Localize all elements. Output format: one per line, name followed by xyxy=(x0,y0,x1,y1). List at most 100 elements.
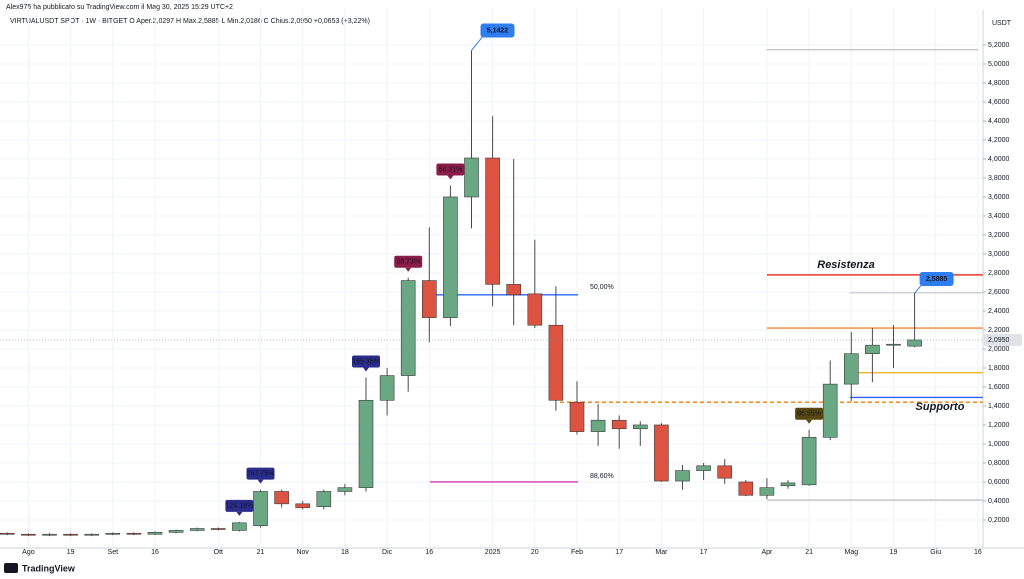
badge-pointer xyxy=(257,479,264,484)
last-price-label: 2,0950 xyxy=(988,337,1010,344)
candle-body xyxy=(738,481,754,496)
y-tick-label: 3,4000 xyxy=(988,213,1010,220)
x-tick-label: 17 xyxy=(615,549,623,556)
legend-line: VIRTUALUSDT SPOT · 1W · BITGET O Aper.2,… xyxy=(10,18,370,25)
y-tick-label: 2,0000 xyxy=(988,346,1010,353)
candle-body xyxy=(42,533,57,536)
y-tick-label: 1,4000 xyxy=(988,403,1010,410)
y-tick-label: 0,4000 xyxy=(988,498,1010,505)
x-tick-label: 20 xyxy=(531,549,539,556)
x-tick-label: Ago xyxy=(22,549,35,556)
candle-body xyxy=(590,419,606,432)
y-tick-label: 2,6000 xyxy=(988,289,1010,296)
x-tick-label: Feb xyxy=(571,549,583,556)
candle-body xyxy=(527,293,543,326)
candle-body xyxy=(843,353,859,385)
x-tick-label: 21 xyxy=(257,549,265,556)
y-tick-label: 0,8000 xyxy=(988,460,1010,467)
candle-body xyxy=(274,491,289,505)
candle-body xyxy=(443,196,458,318)
x-tick-label: 16 xyxy=(974,549,982,556)
badge-label: 165.35% xyxy=(352,358,380,365)
candle-body xyxy=(379,375,395,401)
currency-label: USDT xyxy=(992,20,1012,27)
x-tick-label: 19 xyxy=(67,549,75,556)
candle-body xyxy=(907,339,922,347)
badge-label: 124.18% xyxy=(226,503,254,510)
callout-box xyxy=(480,23,515,38)
y-tick-label: 4,6000 xyxy=(988,99,1010,106)
y-tick-label: 4,4000 xyxy=(988,118,1010,125)
candle-body xyxy=(105,532,121,535)
y-tick-label: 4,0000 xyxy=(988,156,1010,163)
y-tick-label: 3,8000 xyxy=(988,175,1010,182)
percent-badge xyxy=(795,407,824,420)
x-tick-label: 16 xyxy=(151,549,159,556)
badge-pointer xyxy=(447,175,454,180)
candle-body xyxy=(675,470,690,482)
candle-body xyxy=(232,522,247,531)
candle-body xyxy=(696,465,711,471)
candle-body xyxy=(801,437,817,486)
badge-pointer xyxy=(806,419,813,424)
candle-body xyxy=(464,157,479,198)
y-tick-label: 1,2000 xyxy=(988,422,1010,429)
candle-body xyxy=(780,482,796,487)
candle-body xyxy=(717,465,733,479)
x-tick-label: 2025 xyxy=(485,549,501,556)
y-tick-label: 1,6000 xyxy=(988,384,1010,391)
x-tick-label: Mar xyxy=(655,549,668,556)
x-tick-label: 16 xyxy=(425,549,433,556)
candle-body xyxy=(337,487,353,492)
candle-body xyxy=(632,424,648,430)
y-tick-label: 4,2000 xyxy=(988,137,1010,144)
y-tick-label: 3,2000 xyxy=(988,232,1010,239)
percent-badge xyxy=(352,355,380,368)
candle-body xyxy=(421,280,437,318)
x-tick-label: 18 xyxy=(341,549,349,556)
callout-label: 2,5885 xyxy=(926,276,948,283)
x-tick-label: Giu xyxy=(930,549,941,556)
percent-badge xyxy=(394,255,423,268)
candle-body xyxy=(295,503,311,508)
candle-body xyxy=(865,344,880,355)
candle-body xyxy=(84,533,99,536)
candle-body xyxy=(506,284,522,296)
candle-body xyxy=(126,532,142,535)
y-tick-label: 2,4000 xyxy=(988,308,1010,315)
badge-label: 86.55% xyxy=(797,411,821,418)
badge-pointer xyxy=(236,511,243,516)
level-label: 50,00% xyxy=(590,284,614,291)
badge-label: 58.73% xyxy=(396,259,420,266)
brand-logo xyxy=(4,563,18,573)
callout-box xyxy=(919,272,954,287)
candle-body xyxy=(189,528,205,531)
x-tick-label: Dic xyxy=(382,549,393,556)
candle-body xyxy=(211,528,226,530)
candle-body xyxy=(21,533,36,536)
level-label: Supporto xyxy=(916,401,965,413)
candle-body xyxy=(569,401,585,432)
y-tick-label: 5,2000 xyxy=(988,42,1010,49)
brand-name: TradingView xyxy=(22,563,76,573)
candle-body xyxy=(0,532,15,535)
y-tick-label: 4,8000 xyxy=(988,80,1010,87)
candle-body xyxy=(548,324,564,401)
percent-badge xyxy=(436,163,465,176)
candle-body xyxy=(147,532,163,535)
badge-label: 54.31% xyxy=(439,166,463,173)
percent-badge xyxy=(246,467,275,480)
candle-body xyxy=(358,399,374,488)
callout-label: 5,1422 xyxy=(487,27,509,34)
candle-body xyxy=(611,419,627,430)
x-tick-label: 17 xyxy=(700,549,708,556)
y-tick-label: 1,8000 xyxy=(988,365,1010,372)
badge-pointer xyxy=(363,367,369,372)
y-tick-label: 3,0000 xyxy=(988,251,1010,258)
x-tick-label: Nov xyxy=(296,549,309,556)
candle-body xyxy=(400,280,416,376)
x-tick-label: Apr xyxy=(761,549,773,556)
author-line: Alex975 ha pubblicato su TradingView.com… xyxy=(6,4,233,11)
y-tick-label: 1,0000 xyxy=(988,441,1010,448)
